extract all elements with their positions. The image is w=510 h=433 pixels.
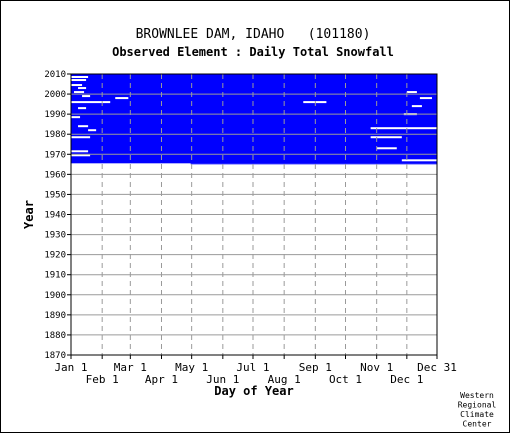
x-tick-label: Jan 1 xyxy=(54,361,87,374)
y-tick-label: 1880 xyxy=(44,331,66,341)
missing-data-gap xyxy=(303,101,327,104)
missing-data-gap xyxy=(406,91,417,94)
y-tick-label: 1870 xyxy=(44,351,66,361)
y-axis-label: Year xyxy=(22,200,36,229)
x-tick-label: May 1 xyxy=(175,361,208,374)
y-tick-label: 1950 xyxy=(44,190,66,200)
y-tick-label: 1910 xyxy=(44,271,66,281)
x-tick-label: Jul 1 xyxy=(236,361,269,374)
missing-data-gap xyxy=(370,136,402,139)
missing-data-gap xyxy=(78,87,87,90)
missing-data-gap xyxy=(71,150,89,153)
x-tick-label: Sep 1 xyxy=(299,361,332,374)
x-tick-label: Apr 1 xyxy=(145,373,178,386)
credit-line: Western xyxy=(460,391,494,400)
missing-data-gap xyxy=(71,84,83,87)
x-tick-label: Nov 1 xyxy=(360,361,393,374)
x-tick-labels: Jan 1 Mar 1 May 1 Jul 1 Sep 1 Nov 1 Dec 31 Feb … xyxy=(54,355,457,386)
x-tick-label: Dec 1 xyxy=(390,373,423,386)
y-tick-label: 2010 xyxy=(44,70,66,80)
y-tick-labels: 1870 1880 1890 1900 1910 1920 1930 1940 1950 1960… xyxy=(44,70,71,361)
y-tick-label: 1970 xyxy=(44,150,66,160)
missing-data-gap xyxy=(71,154,91,157)
credit-line: Center xyxy=(463,420,492,429)
gap-layer xyxy=(71,76,437,162)
credit-line: Climate xyxy=(460,410,494,419)
missing-data-gap xyxy=(71,76,89,79)
x-tick-label: Dec 31 xyxy=(417,361,457,374)
missing-data-gap xyxy=(74,91,85,94)
missing-data-gap xyxy=(82,95,91,98)
x-tick-label: Jun 1 xyxy=(206,373,239,386)
missing-data-gap xyxy=(370,127,437,130)
y-tick-label: 1940 xyxy=(44,211,66,221)
x-tick-label: Aug 1 xyxy=(268,373,301,386)
x-axis-label: Day of Year xyxy=(214,384,293,398)
missing-data-gap xyxy=(78,107,87,110)
y-tick-label: 1890 xyxy=(44,311,66,321)
missing-data-gap xyxy=(401,159,437,162)
chart-subtitle: Observed Element : Daily Total Snowfall xyxy=(112,45,394,59)
y-tick-label: 1980 xyxy=(44,130,66,140)
grid-layer xyxy=(71,74,437,355)
missing-data-gap xyxy=(411,105,422,108)
y-tick-label: 1920 xyxy=(44,251,66,261)
missing-data-gap xyxy=(71,136,91,139)
x-tick-label: Feb 1 xyxy=(86,373,119,386)
y-tick-label: 1930 xyxy=(44,231,66,241)
x-tick-label: Mar 1 xyxy=(114,361,147,374)
missing-data-gap xyxy=(115,97,129,100)
y-tick-label: 2000 xyxy=(44,90,66,100)
missing-data-gap xyxy=(376,147,397,150)
x-tick-label: Oct 1 xyxy=(329,373,362,386)
missing-data-gap xyxy=(71,101,111,104)
y-tick-label: 1900 xyxy=(44,291,66,301)
coverage-block xyxy=(190,163,437,165)
missing-data-gap xyxy=(71,116,81,119)
missing-data-gap xyxy=(88,129,97,132)
y-tick-label: 1990 xyxy=(44,110,66,120)
missing-data-gap xyxy=(419,97,432,100)
coverage-block xyxy=(71,74,437,164)
y-tick-label: 1960 xyxy=(44,170,66,180)
credit-line: Regional xyxy=(458,401,497,410)
coverage-layer xyxy=(71,74,437,165)
chart-title: BROWNLEE DAM, IDAHO (101180) xyxy=(136,27,371,42)
missing-data-gap xyxy=(78,125,89,128)
missing-data-gap xyxy=(71,79,87,82)
